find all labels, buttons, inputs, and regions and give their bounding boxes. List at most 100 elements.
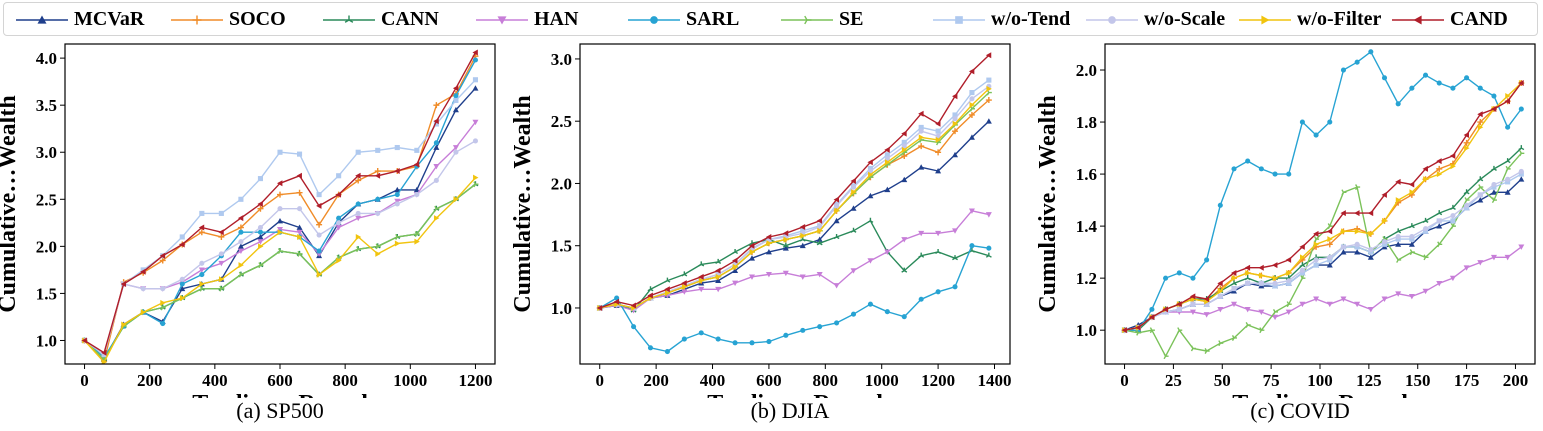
point-se-covid — [1450, 223, 1456, 230]
point-w-o-scale-covid — [1299, 267, 1305, 273]
point-cand-djia — [985, 52, 992, 59]
panel-sp500: 0 200 400 600 800 1000 1200 1.0 1.5 2.0 2.5 3.0 3.5 4… — [0, 43, 496, 398]
y-tick-label-covid: 1.4 — [1076, 217, 1098, 236]
point-han-djia — [985, 212, 992, 218]
point-cann-covid — [1422, 217, 1429, 224]
point-w-o-filter-djia — [834, 207, 840, 214]
plot-frame-covid — [1104, 43, 1536, 365]
series-line-soco-covid — [1124, 82, 1522, 331]
point-cand-covid — [1422, 165, 1428, 172]
point-cand-sp500 — [394, 168, 400, 175]
y-tick-label-djia: 1.5 — [551, 237, 572, 256]
charts-area: 0 200 400 600 800 1000 12001.01.52.02.53.03.54… — [0, 43, 1536, 398]
point-w-o-scale-covid — [1491, 181, 1497, 188]
point-cann-djia — [952, 255, 958, 261]
point-w-o-tend-covid — [1381, 241, 1388, 247]
point-w-o-scale-covid — [1190, 301, 1196, 307]
legend-swatch-han — [476, 16, 528, 25]
series-line-cand-djia — [599, 54, 990, 309]
point-sarl-covid — [1217, 202, 1223, 208]
point-cann-covid — [1477, 176, 1484, 182]
point-w-o-filter-sp500 — [375, 250, 381, 257]
point-cand-covid — [1463, 132, 1469, 139]
point-cann-covid — [1463, 189, 1470, 195]
point-w-o-tend-djia — [935, 128, 941, 134]
series-mcvar-sp500 — [81, 85, 479, 362]
series-se-djia — [597, 89, 992, 311]
point-cand-djia — [901, 130, 907, 137]
point-han-covid — [1463, 265, 1470, 271]
point-w-o-filter-djia — [681, 283, 688, 290]
point-se-covid — [1136, 329, 1142, 336]
point-han-covid — [1436, 280, 1443, 287]
point-w-o-scale-sp500 — [140, 286, 146, 292]
series-se-covid — [1122, 150, 1525, 360]
x-tick-label-covid: 175 — [1454, 371, 1480, 390]
series-w-o-tend-sp500 — [81, 77, 479, 358]
point-w-o-tend-sp500 — [238, 196, 244, 202]
point-mcvar-covid — [1518, 176, 1525, 182]
point-han-covid — [1272, 314, 1279, 321]
point-sarl-sp500 — [179, 281, 185, 287]
legend-swatch-w-o-filter — [1239, 15, 1291, 25]
point-w-o-filter-sp500 — [297, 233, 303, 240]
point-se-covid — [1272, 309, 1279, 315]
point-cand-sp500 — [237, 215, 244, 222]
point-cand-djia — [715, 267, 721, 274]
point-w-o-tend-covid — [1354, 244, 1360, 250]
point-han-djia — [782, 270, 789, 277]
legend-marker-soco — [192, 15, 202, 25]
y-axis-label-covid: Cumulative…Wealth — [1035, 95, 1061, 312]
point-sarl-covid — [1258, 166, 1264, 172]
point-cand-djia — [952, 93, 958, 100]
legend-label-se: SE — [839, 8, 864, 30]
point-cand-sp500 — [81, 337, 87, 344]
x-tick-label-covid: 25 — [1165, 371, 1182, 390]
point-se-covid — [1245, 322, 1251, 328]
panel-djia: 0 200 400 600 800 1000 1200 1400 1.0 1.5 2.0 2.5 3.0… — [510, 43, 1011, 398]
point-cand-sp500 — [140, 268, 146, 275]
x-axis-label-covid: Trading…Round — [1232, 391, 1408, 398]
legend-swatch-w-o-tend — [933, 16, 985, 24]
point-sarl-covid — [1422, 72, 1429, 78]
point-se-covid — [1491, 197, 1497, 204]
point-mcvar-sp500 — [472, 85, 479, 91]
point-soco-sp500 — [355, 177, 362, 184]
point-sarl-covid — [1477, 85, 1483, 91]
point-w-o-scale-covid — [1436, 218, 1442, 224]
point-w-o-filter-djia — [698, 277, 705, 284]
series-line-w-o-scale-covid — [1124, 170, 1522, 331]
point-cand-covid — [1272, 262, 1278, 269]
series-mcvar-djia — [596, 118, 992, 311]
point-cand-djia — [867, 159, 873, 166]
point-w-o-tend-djia — [969, 90, 975, 96]
point-w-o-scale-sp500 — [199, 260, 205, 266]
point-se-sp500 — [297, 250, 303, 257]
point-cand-djia — [918, 110, 924, 117]
point-cann-djia — [935, 248, 942, 255]
point-cann-covid — [1449, 204, 1456, 211]
point-sarl-djia — [800, 327, 806, 333]
point-cann-djia — [681, 271, 688, 277]
legend-swatch-sarl — [628, 16, 680, 24]
point-w-o-tend-sp500 — [433, 121, 439, 127]
x-tick-label-djia: 600 — [756, 371, 782, 390]
series-sarl-djia — [597, 243, 992, 355]
point-w-o-tend-sp500 — [453, 97, 459, 104]
point-mcvar-djia — [935, 168, 942, 174]
point-w-o-filter-sp500 — [140, 309, 147, 316]
point-cand-covid — [1340, 210, 1346, 217]
point-w-o-filter-covid — [1258, 272, 1265, 279]
series-line-soco-djia — [599, 99, 990, 309]
point-han-sp500 — [218, 260, 225, 267]
point-cand-covid — [1395, 178, 1401, 185]
point-w-o-scale-sp500 — [296, 206, 303, 212]
series-w-o-filter-sp500 — [82, 174, 479, 364]
point-se-covid — [1218, 340, 1224, 347]
legend-marker-w-o-filter — [1261, 15, 1270, 25]
point-se-sp500 — [434, 205, 440, 212]
point-han-covid — [1477, 260, 1484, 266]
point-w-o-scale-covid — [1313, 257, 1319, 263]
point-w-o-tend-covid — [1395, 236, 1401, 242]
point-han-covid — [1422, 288, 1429, 295]
